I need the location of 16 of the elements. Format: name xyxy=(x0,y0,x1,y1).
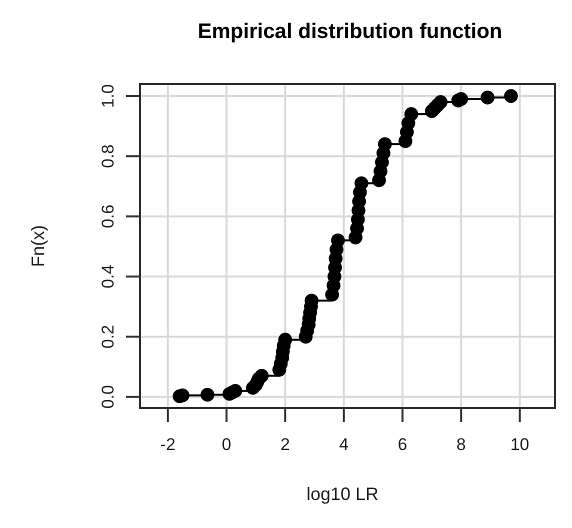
x-tick-label: 4 xyxy=(339,435,349,454)
x-axis-title: log10 LR xyxy=(306,484,379,504)
y-tick-label: 0.0 xyxy=(98,385,118,409)
x-tick-label: 2 xyxy=(280,435,290,454)
y-tick-label: 0.8 xyxy=(98,144,118,168)
x-tick-label: 8 xyxy=(456,435,466,454)
x-tick-label: 0 xyxy=(222,435,232,454)
x-tick-label: 10 xyxy=(510,435,530,454)
y-tick-label: 1.0 xyxy=(98,84,118,108)
y-axis-title: Fn(x) xyxy=(28,225,48,267)
y-tick-label: 0.6 xyxy=(98,204,118,228)
x-tick-label: -2 xyxy=(160,435,176,454)
y-tick-label: 0.2 xyxy=(98,324,118,349)
x-tick-label: 6 xyxy=(398,435,408,454)
y-tick-label: 0.4 xyxy=(98,264,118,288)
chart-title: Empirical distribution function xyxy=(198,20,502,43)
